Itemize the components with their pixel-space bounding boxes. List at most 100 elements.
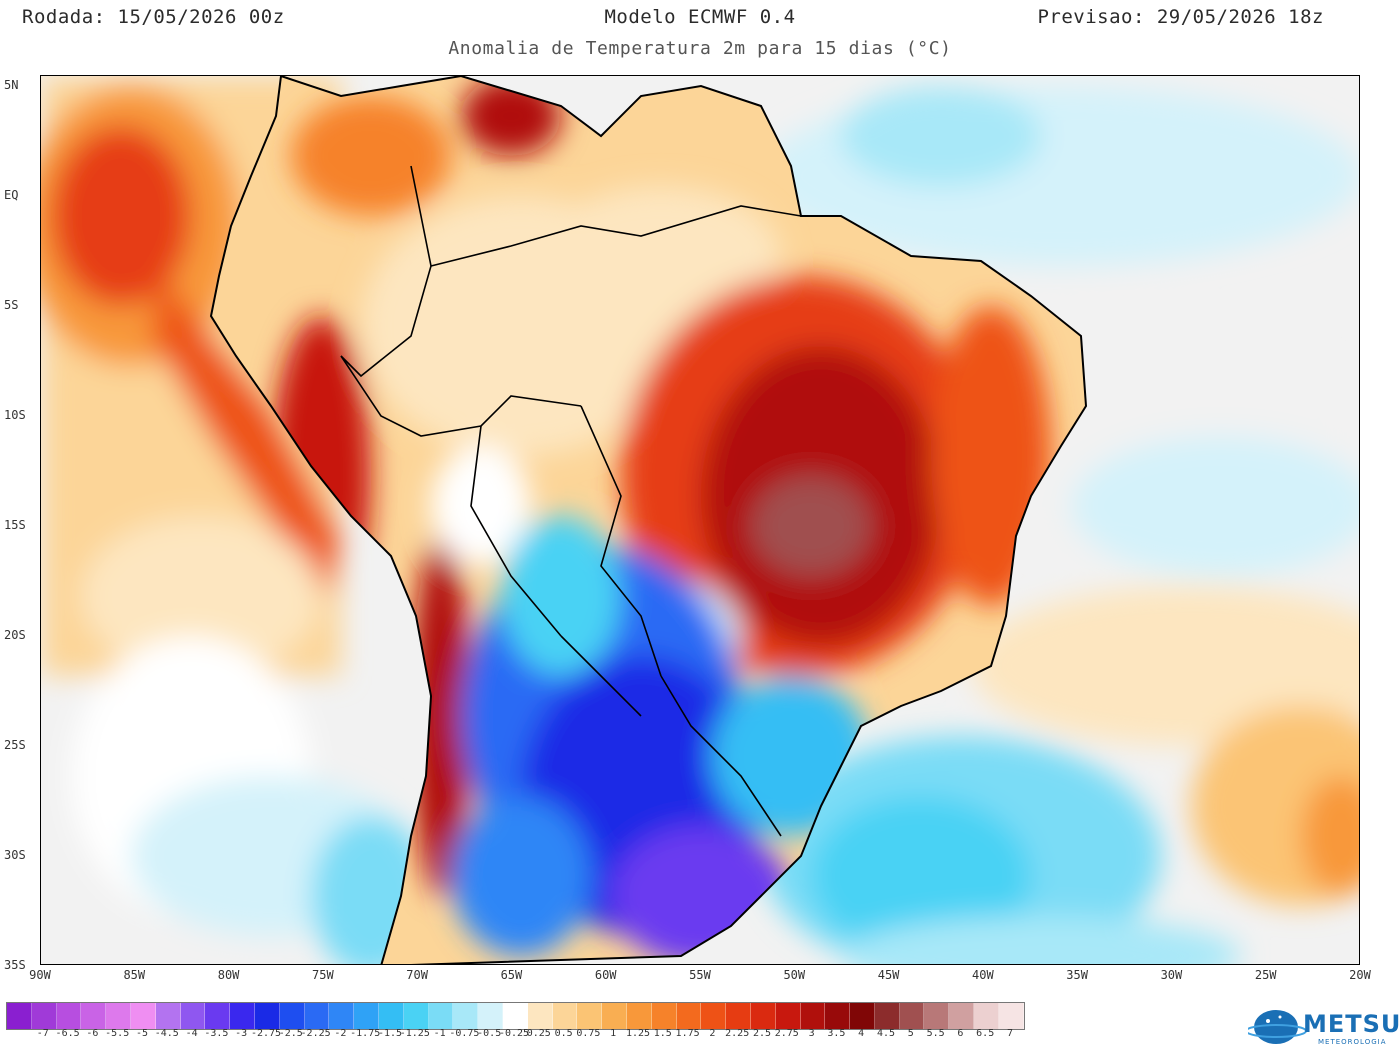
lon-label: 35W xyxy=(1066,968,1088,982)
colorbar-cell xyxy=(949,1003,975,1029)
colorbar-label: -4 xyxy=(185,1028,198,1039)
colorbar-cell xyxy=(974,1003,999,1029)
colorbar-cell xyxy=(552,1003,578,1029)
colorbar-cell xyxy=(428,1003,454,1029)
colorbar-cell xyxy=(874,1003,900,1029)
colorbar-cell xyxy=(750,1003,776,1029)
anomaly-map-canvas xyxy=(41,76,1359,964)
run-date-label: Rodada: 15/05/2026 00z xyxy=(22,6,285,28)
lon-label: 40W xyxy=(972,968,994,982)
lat-label: 25S xyxy=(4,738,26,752)
colorbar-label: -0.25 xyxy=(498,1028,530,1039)
logo-subtitle: METEOROLOGIA xyxy=(1318,1038,1387,1046)
map-subtitle: Anomalia de Temperatura 2m para 15 dias … xyxy=(448,38,952,59)
colorbar-label: -5.5 xyxy=(105,1028,130,1039)
colorbar-cell xyxy=(354,1003,379,1029)
lat-label: 30S xyxy=(4,848,26,862)
colorbar-label: 1.75 xyxy=(675,1028,700,1039)
colorbar-label: 3 xyxy=(808,1028,815,1039)
colorbar-label: 2.5 xyxy=(752,1028,772,1039)
model-name-label: Modelo ECMWF 0.4 xyxy=(604,6,796,28)
lon-label: 55W xyxy=(689,968,711,982)
colorbar-cell xyxy=(924,1003,950,1029)
lon-label: 85W xyxy=(123,968,146,982)
colorbar-cell xyxy=(899,1003,925,1029)
colorbar-label: 4.5 xyxy=(876,1028,896,1039)
colorbar-cell xyxy=(527,1003,553,1029)
lon-label: 90W xyxy=(29,968,51,982)
lon-label: 70W xyxy=(406,968,428,982)
colorbar-label: 1 xyxy=(610,1028,617,1039)
colorbar-cell xyxy=(478,1003,503,1029)
colorbar-label: 0.25 xyxy=(526,1028,551,1039)
lat-label: 5S xyxy=(4,298,19,312)
colorbar-cell xyxy=(31,1003,57,1029)
colorbar-cell xyxy=(825,1003,851,1029)
colorbar-cell xyxy=(254,1003,280,1029)
colorbar-cell xyxy=(106,1003,131,1029)
lon-label: 50W xyxy=(783,968,806,982)
colorbar-label: -1 xyxy=(433,1028,446,1039)
colorbar-label: 5 xyxy=(907,1028,914,1039)
forecast-date-label: Previsao: 29/05/2026 18z xyxy=(1037,6,1324,28)
lon-label: 60W xyxy=(594,968,617,982)
colorbar-cell xyxy=(304,1003,330,1029)
colorbar-label: -6.5 xyxy=(55,1028,80,1039)
colorbar-label: -5 xyxy=(135,1028,149,1039)
colorbar-label: 2.25 xyxy=(725,1028,750,1039)
colorbar-label: -6 xyxy=(86,1028,99,1039)
colorbar-label: -2.25 xyxy=(300,1028,331,1039)
colorbar-cell xyxy=(850,1003,875,1029)
colorbar-cell xyxy=(701,1003,727,1029)
colorbar-cell xyxy=(403,1003,429,1029)
colorbar-cell xyxy=(676,1003,702,1029)
lon-label: 80W xyxy=(217,968,240,982)
coastline xyxy=(209,76,1088,964)
lat-label: 5N xyxy=(4,78,19,92)
colorbar-label: -4.5 xyxy=(154,1028,179,1039)
lat-label: 20S xyxy=(4,628,26,642)
colorbar-label: -3.5 xyxy=(204,1028,229,1039)
colorbar-label: -2.75 xyxy=(250,1028,282,1039)
colorbar-cell xyxy=(726,1003,751,1029)
lat-label: 10S xyxy=(4,408,26,422)
colorbar-label: 0.5 xyxy=(554,1028,573,1039)
colorbar-cell xyxy=(81,1003,107,1029)
colorbar-label: 7 xyxy=(1006,1028,1014,1039)
colorbar-label: 3.5 xyxy=(827,1028,846,1039)
colorbar-label: 0.75 xyxy=(576,1028,601,1039)
colorbar-cell xyxy=(626,1003,652,1029)
colorbar-cell xyxy=(502,1003,528,1029)
colorbar-cell xyxy=(329,1003,355,1029)
colorbar-label: 4 xyxy=(858,1028,865,1039)
anomaly-map[interactable] xyxy=(40,75,1360,965)
colorbar-cell xyxy=(998,1003,1024,1029)
colorbar-label: 1.5 xyxy=(653,1028,672,1039)
lat-label: 35S xyxy=(4,958,26,972)
colorbar-cell xyxy=(378,1003,404,1029)
colorbar-cell xyxy=(230,1003,255,1029)
lon-label: 75W xyxy=(312,968,334,982)
lon-label: 25W xyxy=(1254,968,1277,982)
colorbar-label: 2.75 xyxy=(774,1028,799,1039)
logo-name: METSUL xyxy=(1303,1010,1400,1038)
colorbar-label: -7 xyxy=(36,1028,49,1039)
colorbar-label: -1.75 xyxy=(350,1028,381,1039)
colorbar-label: -2.5 xyxy=(278,1028,303,1039)
colorbar-cell xyxy=(279,1003,305,1029)
colorbar-label: 6.5 xyxy=(976,1028,995,1039)
lon-label: 65W xyxy=(500,968,523,982)
colorbar-cell xyxy=(180,1003,206,1029)
colorbar-label: -2 xyxy=(334,1028,347,1039)
colorbar-label: -0.5 xyxy=(477,1028,502,1039)
colorbar-cell xyxy=(775,1003,801,1029)
colorbar-label: 5.5 xyxy=(926,1028,945,1039)
colorbar-cell xyxy=(155,1003,181,1029)
colorbar-cell xyxy=(800,1003,826,1029)
lon-label: 30W xyxy=(1160,968,1183,982)
colorbar-cell xyxy=(453,1003,479,1029)
colorbar-cell xyxy=(577,1003,603,1029)
colorbar-label: -1.25 xyxy=(399,1028,430,1039)
lon-label: 45W xyxy=(877,968,900,982)
colorbar-cell xyxy=(651,1003,677,1029)
